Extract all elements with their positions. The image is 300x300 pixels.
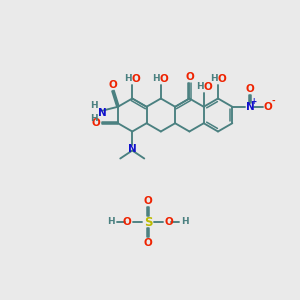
Text: O: O	[218, 74, 226, 83]
Text: H: H	[90, 114, 98, 123]
Text: O: O	[123, 217, 131, 227]
Text: H: H	[90, 101, 98, 110]
Text: O: O	[144, 196, 152, 206]
Text: N: N	[128, 145, 136, 154]
Text: O: O	[246, 84, 255, 94]
Text: O: O	[264, 102, 273, 112]
Text: +: +	[250, 97, 256, 106]
Text: O: O	[185, 71, 194, 82]
Text: O: O	[92, 118, 100, 128]
Text: O: O	[203, 82, 212, 92]
Text: H: H	[107, 218, 115, 226]
Text: N: N	[246, 102, 255, 112]
Text: O: O	[109, 80, 117, 90]
Text: N: N	[98, 108, 106, 118]
Text: H: H	[196, 82, 203, 91]
Text: O: O	[165, 217, 173, 227]
Text: H: H	[181, 218, 189, 226]
Text: -: -	[272, 97, 275, 106]
Text: H: H	[210, 74, 218, 83]
Text: H: H	[152, 74, 160, 83]
Text: O: O	[132, 74, 141, 83]
Text: S: S	[144, 215, 152, 229]
Text: O: O	[160, 74, 168, 83]
Text: O: O	[144, 238, 152, 248]
Text: H: H	[124, 74, 132, 83]
